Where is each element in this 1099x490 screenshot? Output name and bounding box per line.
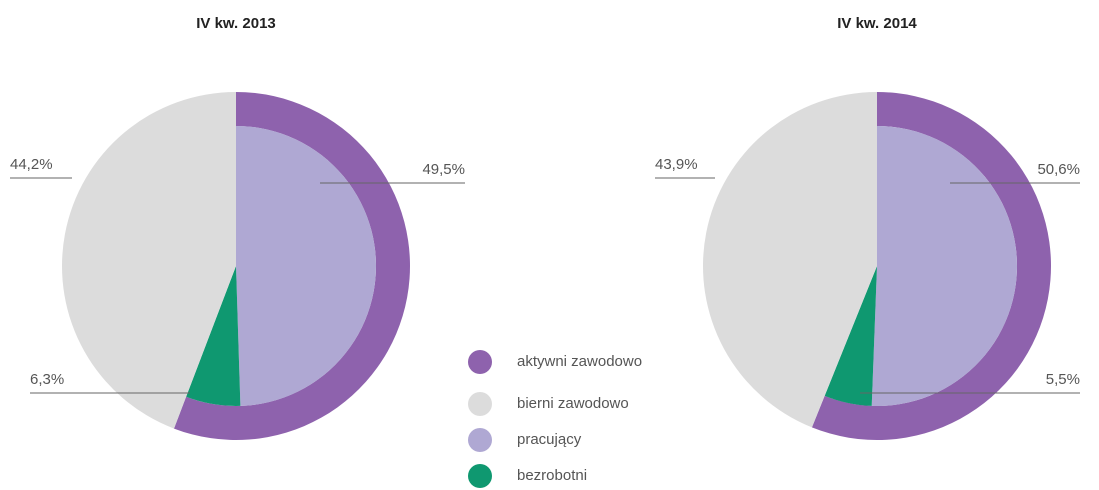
pie-slice [871,126,1018,406]
active-ring [173,92,410,440]
pie-slice [824,266,877,406]
legend-swatch [468,428,492,452]
legend-swatch [468,464,492,488]
pie-slice [236,126,377,406]
legend-swatch [468,392,492,416]
chart-title: IV kw. 2014 [837,15,917,32]
legend-label: aktywni zawodowo [517,353,642,370]
data-label: 43,9% [655,156,698,173]
pie-slice [703,92,877,428]
pie-slice [186,266,241,406]
legend-label: pracujący [517,431,582,448]
data-label: 49,5% [422,161,465,178]
legend-label: bezrobotni [517,467,587,484]
legend-label: bierni zawodowo [517,395,629,412]
legend-swatch [468,350,492,374]
data-label: 5,5% [1046,371,1080,388]
active-ring [811,92,1051,440]
chart-title: IV kw. 2013 [196,15,276,32]
pie-slice [61,92,236,429]
data-label: 6,3% [30,371,64,388]
data-label: 50,6% [1037,161,1080,178]
data-label: 44,2% [10,156,53,173]
